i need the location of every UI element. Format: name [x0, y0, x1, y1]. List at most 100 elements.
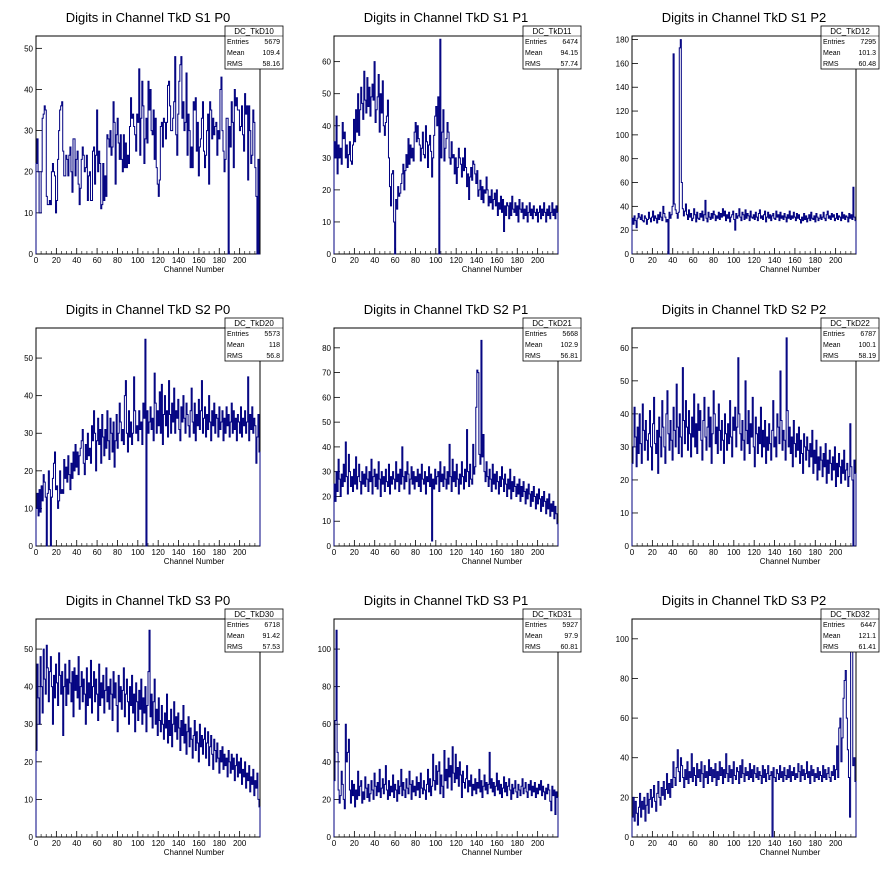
x-axis-label: Channel Number — [462, 557, 523, 566]
stats-value-rms: 57.53 — [262, 644, 280, 651]
x-axis-label: Channel Number — [760, 848, 821, 857]
x-tick-label: 80 — [709, 548, 718, 557]
y-tick-label: 60 — [620, 714, 629, 723]
histogram-series-line — [333, 38, 559, 255]
stats-key-mean: Mean — [227, 342, 245, 349]
histogram-panel-7: Digits in Channel TkD S3 P1 0 20 40 60 80 100 1… — [318, 593, 582, 857]
x-tick-label: 60 — [391, 256, 400, 265]
x-tick-label: 160 — [192, 548, 206, 557]
stats-box-frame — [522, 317, 582, 362]
stats-value-entries: 6787 — [860, 331, 876, 338]
x-axis-label: Channel Number — [164, 848, 225, 857]
x-tick-label: 200 — [829, 548, 843, 557]
histogram-series-line — [35, 338, 261, 547]
chart-title: Digits in Channel TkD S1 P2 — [662, 10, 827, 25]
stats-value-mean: 121.1 — [858, 633, 876, 640]
y-tick-label: 160 — [616, 59, 630, 68]
stats-name: DC_TkD21 — [532, 319, 572, 328]
x-tick-label: 40 — [668, 548, 677, 557]
x-tick-label: 60 — [689, 548, 698, 557]
histogram-series-line — [35, 56, 260, 255]
y-tick-label: 30 — [620, 443, 629, 452]
stats-box-frame — [224, 317, 284, 362]
y-tick-label: 50 — [322, 90, 331, 99]
stats-value-entries: 6447 — [860, 622, 876, 629]
stats-box: DC_TkD20 Entries 5573 Mean 118 RMS 56.8 — [224, 317, 284, 362]
x-tick-label: 40 — [370, 839, 379, 848]
y-tick-label: 10 — [322, 517, 331, 526]
y-tick-label: 30 — [24, 720, 33, 729]
x-tick-label: 200 — [829, 839, 843, 848]
stats-value-entries: 5668 — [562, 331, 578, 338]
y-tick-label: 20 — [322, 186, 331, 195]
stats-key-mean: Mean — [823, 50, 841, 57]
x-tick-label: 0 — [332, 256, 337, 265]
y-tick-label: 0 — [625, 833, 630, 842]
x-axis-label: Channel Number — [462, 848, 523, 857]
histogram-series-line — [333, 629, 559, 837]
stats-key-rms: RMS — [823, 644, 839, 651]
y-tick-label: 0 — [29, 833, 34, 842]
histogram-series-line — [35, 629, 261, 837]
x-tick-label: 140 — [172, 839, 186, 848]
stats-key-rms: RMS — [227, 353, 243, 360]
x-tick-label: 20 — [350, 839, 359, 848]
stats-name: DC_TkD20 — [234, 319, 274, 328]
y-tick-label: 50 — [24, 645, 33, 654]
y-tick-label: 0 — [29, 542, 34, 551]
x-tick-label: 60 — [689, 839, 698, 848]
stats-box: DC_TkD12 Entries 7295 Mean 101.3 RMS 60.48 — [820, 25, 880, 70]
histogram-panel-1: Digits in Channel TkD S1 P10 20 40 60 80 100 1… — [322, 10, 582, 274]
x-tick-label: 0 — [630, 256, 635, 265]
x-tick-label: 180 — [809, 256, 823, 265]
y-tick-label: 50 — [24, 44, 33, 53]
plot-frame — [35, 618, 261, 838]
stats-key-mean: Mean — [823, 342, 841, 349]
stats-value-rms: 58.19 — [858, 353, 876, 360]
y-tick-label: 40 — [24, 392, 33, 401]
chart-title: Digits in Channel TkD S2 P2 — [662, 302, 827, 317]
stats-key-mean: Mean — [227, 633, 245, 640]
stats-value-rms: 58.16 — [262, 61, 280, 68]
x-tick-label: 200 — [233, 548, 247, 557]
chart-title: Digits in Channel TkD S3 P0 — [66, 593, 231, 608]
y-tick-label: 30 — [322, 154, 331, 163]
y-tick-label: 60 — [322, 58, 331, 67]
x-tick-label: 20 — [648, 839, 657, 848]
x-tick-label: 180 — [809, 548, 823, 557]
x-tick-label: 20 — [52, 839, 61, 848]
chart-title: Digits in Channel TkD S2 P0 — [66, 302, 231, 317]
x-tick-label: 160 — [788, 839, 802, 848]
x-tick-label: 180 — [213, 839, 227, 848]
stats-key-rms: RMS — [525, 61, 541, 68]
x-tick-label: 100 — [131, 256, 145, 265]
x-tick-label: 100 — [131, 839, 145, 848]
y-tick-label: 40 — [24, 85, 33, 94]
x-tick-label: 40 — [72, 256, 81, 265]
stats-value-mean: 118 — [269, 342, 280, 349]
stats-value-entries: 5573 — [264, 331, 280, 338]
x-tick-label: 160 — [192, 839, 206, 848]
x-tick-label: 200 — [233, 839, 247, 848]
x-tick-label: 200 — [233, 256, 247, 265]
x-tick-label: 40 — [370, 548, 379, 557]
stats-box: DC_TkD32 Entries 6447 Mean 121.1 RMS 61.41 — [820, 608, 880, 653]
stats-name: DC_TkD31 — [532, 610, 572, 619]
y-tick-label: 10 — [24, 504, 33, 513]
y-tick-label: 40 — [322, 443, 331, 452]
y-tick-label: 180 — [616, 36, 630, 45]
x-tick-label: 140 — [768, 839, 782, 848]
y-tick-label: 0 — [327, 542, 332, 551]
y-tick-label: 30 — [24, 127, 33, 136]
stats-key-entries: Entries — [227, 331, 249, 338]
y-tick-label: 140 — [616, 83, 630, 92]
y-tick-label: 0 — [625, 250, 630, 259]
plot-frame — [333, 327, 559, 547]
stats-key-entries: Entries — [823, 622, 845, 629]
x-tick-label: 160 — [490, 839, 504, 848]
x-tick-label: 60 — [391, 548, 400, 557]
x-tick-label: 40 — [370, 256, 379, 265]
stats-value-mean: 100.1 — [858, 342, 876, 349]
x-tick-label: 20 — [52, 548, 61, 557]
y-tick-label: 20 — [24, 168, 33, 177]
